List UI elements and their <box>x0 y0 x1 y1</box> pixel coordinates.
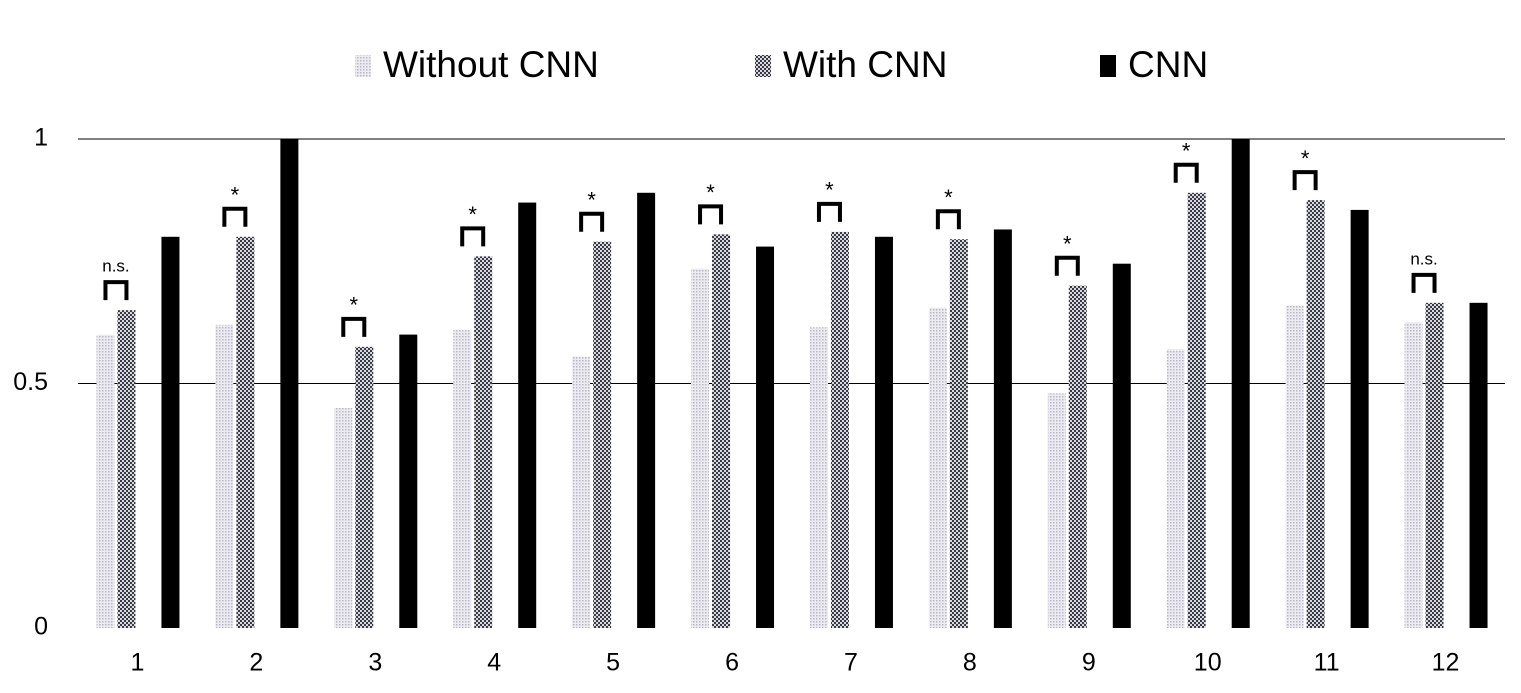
significance-label: * <box>587 188 596 213</box>
bar <box>1187 192 1206 629</box>
significance-bracket <box>222 206 248 227</box>
bar <box>1350 209 1369 628</box>
significance-bracket <box>1054 255 1080 276</box>
bar <box>637 192 656 629</box>
legend-swatch <box>1100 55 1116 77</box>
significance-bracket <box>816 201 842 222</box>
significance-bracket <box>579 211 605 232</box>
significance-bracket <box>460 226 486 247</box>
bar <box>1068 285 1087 628</box>
legend-label: With CNN <box>783 44 947 85</box>
x-tick-label: 7 <box>844 649 858 677</box>
significance-label: * <box>231 183 240 208</box>
bar <box>355 346 374 628</box>
significance-bracket <box>1292 170 1318 191</box>
legend-swatch <box>755 55 771 77</box>
bar <box>949 239 968 628</box>
bar <box>453 329 472 628</box>
x-tick-label: 2 <box>249 649 263 677</box>
bar <box>928 307 947 628</box>
significance-bracket <box>1411 272 1437 293</box>
bar <box>809 327 828 628</box>
x-tick-label: 12 <box>1432 649 1460 677</box>
bar <box>215 324 234 628</box>
significance-bracket <box>935 209 961 230</box>
bar <box>1425 302 1444 628</box>
significance-label: * <box>706 180 715 205</box>
bar <box>830 231 849 628</box>
significance-bracket <box>341 316 367 337</box>
x-tick-label: 9 <box>1082 649 1096 677</box>
bar <box>691 268 710 628</box>
bar <box>593 241 612 628</box>
x-tick-label: 6 <box>725 649 739 677</box>
legend-label: Without CNN <box>383 44 599 85</box>
bar <box>572 356 591 628</box>
x-tick-label: 3 <box>368 649 382 677</box>
significance-label: n.s. <box>1410 249 1437 268</box>
bar <box>96 334 115 628</box>
bar <box>712 234 731 629</box>
bar <box>1231 139 1250 628</box>
bar <box>334 407 353 628</box>
significance-label: * <box>468 202 477 227</box>
bar <box>1285 305 1304 628</box>
significance-label: n.s. <box>102 257 129 276</box>
bar <box>1112 263 1131 628</box>
significance-bracket <box>1173 162 1199 183</box>
bar <box>1404 322 1423 628</box>
bar <box>399 334 418 628</box>
significance-label: * <box>1182 139 1191 164</box>
bar <box>474 256 493 628</box>
significance-bracket <box>103 280 129 301</box>
y-tick-label: 0.5 <box>13 368 48 396</box>
bar <box>993 229 1012 628</box>
bar <box>756 246 775 628</box>
x-tick-label: 5 <box>606 649 620 677</box>
bar <box>236 236 255 629</box>
significance-bracket <box>698 204 724 225</box>
bar <box>518 202 537 628</box>
significance-label: * <box>944 185 953 210</box>
bar <box>280 139 299 628</box>
y-tick-label: 1 <box>34 124 48 152</box>
significance-label: * <box>1063 232 1072 257</box>
significance-label: * <box>825 178 834 203</box>
bar <box>117 310 136 628</box>
significance-label: * <box>1301 146 1310 171</box>
x-tick-label: 1 <box>131 649 145 677</box>
legend-swatch <box>355 55 371 77</box>
significance-label: * <box>350 293 359 318</box>
bar <box>161 236 180 629</box>
x-tick-label: 4 <box>487 649 501 677</box>
bar <box>1166 349 1185 628</box>
y-tick-label: 0 <box>34 613 48 641</box>
bar <box>1469 302 1488 628</box>
legend-label: CNN <box>1128 44 1208 85</box>
x-tick-label: 10 <box>1194 649 1222 677</box>
x-tick-label: 8 <box>963 649 977 677</box>
bar <box>1047 393 1066 628</box>
bar <box>1306 200 1325 628</box>
bar <box>874 236 893 629</box>
x-tick-label: 11 <box>1314 649 1340 677</box>
